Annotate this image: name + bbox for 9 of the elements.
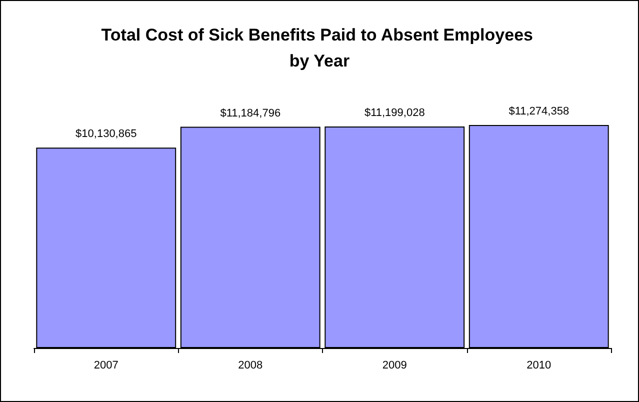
data-label: $11,184,796	[220, 107, 281, 120]
data-label: $10,130,865	[76, 128, 137, 140]
x-tick-label: 2008	[238, 360, 263, 372]
x-tick-label: 2007	[94, 360, 118, 372]
chart-title: Total Cost of Sick Benefits Paid to Absent Employees by Year	[101, 26, 538, 70]
data-label: $11,199,028	[364, 106, 425, 119]
x-tick-label: 2009	[382, 360, 407, 372]
data-label: $11,274,358	[508, 106, 570, 118]
x-tick-label: 2010	[526, 360, 552, 372]
